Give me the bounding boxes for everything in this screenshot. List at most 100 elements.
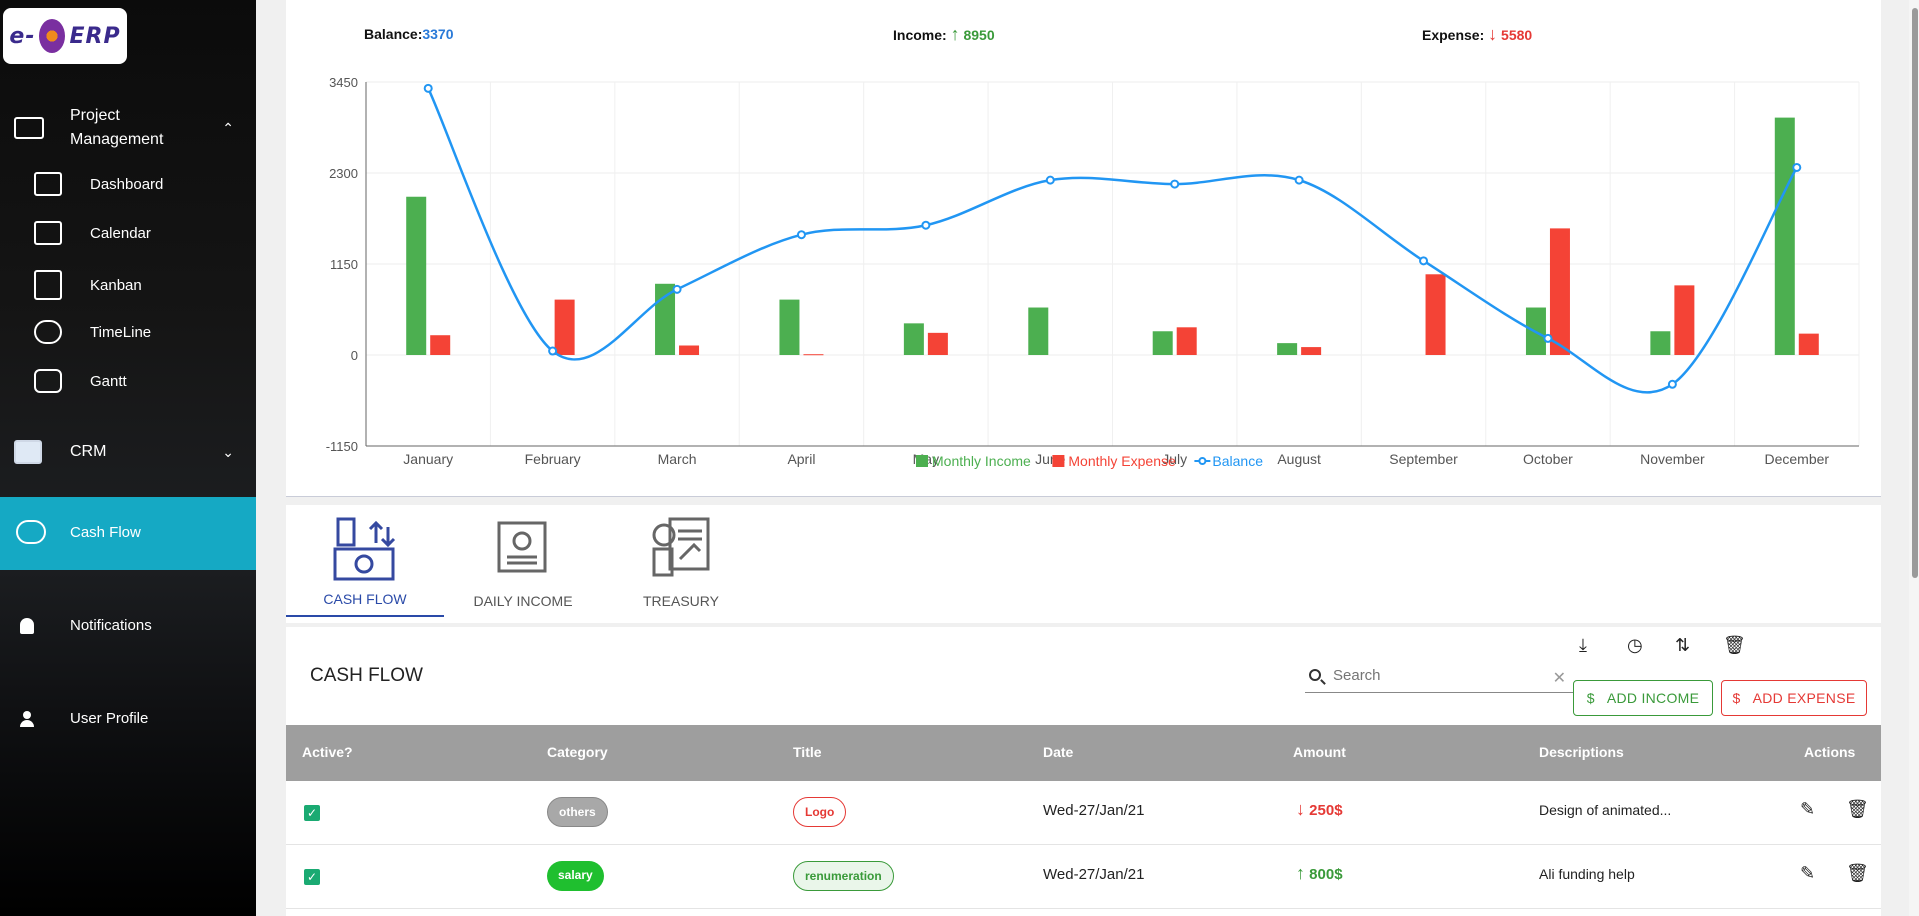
expense-bar [679, 345, 700, 355]
column-header[interactable]: Title [793, 744, 822, 760]
column-header[interactable]: Descriptions [1539, 744, 1624, 760]
gantt-icon [34, 369, 62, 393]
add-income-label: ADD INCOME [1606, 690, 1700, 706]
expense-bar [1674, 285, 1695, 355]
app-logo[interactable]: e- ERP [3, 8, 127, 64]
active-checkbox[interactable]: ✓ [304, 869, 320, 885]
active-checkbox[interactable]: ✓ [304, 805, 320, 821]
timeline-icon [34, 320, 62, 344]
logo-text-left: e- [9, 23, 36, 49]
table-title: CASH FLOW [310, 665, 423, 686]
delete-all-icon[interactable]: 🗑︎ [1723, 635, 1746, 655]
cash-flow-icon [16, 520, 46, 544]
history-icon[interactable]: ◷ [1627, 635, 1643, 655]
sidebar-item-dashboard[interactable]: Dashboard [34, 172, 163, 196]
sidebar-item-kanban[interactable]: Kanban [34, 270, 142, 300]
daily-income-icon [497, 521, 547, 573]
cash-flow-table-card: CASH FLOW ⤓ ◷ ⇅ 🗑︎ ✕ $ ADD INCOME $ ADD … [286, 627, 1881, 916]
description-cell: Design of animated... [1539, 802, 1672, 818]
cash-flow-chart: 3450 2300 1150 0 -1150 January February March Ap… [326, 75, 1860, 469]
edit-icon[interactable]: ✎ [1800, 799, 1816, 819]
cash-flow-icon [333, 517, 396, 581]
arrow-down-icon: ↓ [1488, 24, 1498, 44]
expense-value: 5580 [1501, 27, 1533, 43]
legend-label: Monthly Income [932, 453, 1031, 469]
x-tick-label: March [658, 451, 697, 467]
sidebar-item-label: Cash Flow [70, 523, 141, 541]
x-tick-label: January [403, 451, 453, 467]
sidebar-group-label: Project Management [70, 107, 164, 148]
expense-summary: Expense: ↓ 5580 [1422, 24, 1532, 45]
sidebar-item-user-profile[interactable]: User Profile [20, 710, 148, 727]
search-icon [1309, 669, 1321, 681]
description-cell: Ali funding help [1539, 866, 1635, 882]
tab-label: CASH FLOW [323, 591, 407, 607]
column-header[interactable]: Date [1043, 744, 1074, 760]
sidebar-item-label: Dashboard [90, 175, 164, 193]
y-tick-label: 3450 [329, 75, 358, 90]
balance-point [1045, 175, 1055, 185]
expense-bar [927, 332, 948, 355]
income-bar [406, 196, 427, 355]
legend-swatch [1198, 457, 1207, 465]
tab-cash-flow[interactable]: CASH FLOW [286, 505, 444, 617]
amount-cell: ↓ 250$ [1296, 799, 1343, 820]
sidebar-item-gantt[interactable]: Gantt [34, 369, 127, 393]
clear-search-icon[interactable]: ✕ [1552, 670, 1566, 687]
search-input[interactable] [1333, 667, 1533, 684]
chevron-down-icon[interactable]: ⌄ [222, 443, 234, 460]
bell-icon [20, 617, 34, 634]
column-header[interactable]: Category [547, 744, 608, 760]
delete-icon[interactable]: 🗑︎ [1846, 799, 1869, 819]
kanban-icon [34, 270, 62, 300]
tab-treasury[interactable]: TREASURY [602, 505, 760, 617]
sidebar-item-cash-flow[interactable]: Cash Flow [16, 520, 141, 544]
download-icon[interactable]: ⤓ [1579, 635, 1587, 655]
sidebar-group-crm[interactable]: CRM ⌄ [14, 440, 256, 464]
title-chip: Logo [793, 797, 847, 827]
tabs-card: CASH FLOW DAILY INCOME TREASURY [286, 505, 1881, 623]
tab-label: TREASURY [643, 593, 719, 609]
chart-card: Balance:3370 Income: ↑ 8950 Expense: ↓ 5… [286, 0, 1881, 497]
scrollbar-thumb[interactable] [1912, 8, 1918, 578]
balance-point [1667, 379, 1677, 389]
income-summary: Income: ↑ 8950 [893, 24, 995, 45]
sidebar-item-calendar[interactable]: Calendar [34, 221, 151, 245]
add-income-button[interactable]: $ ADD INCOME [1573, 680, 1713, 716]
income-bar [779, 299, 800, 355]
tab-label: DAILY INCOME [473, 593, 573, 609]
column-header[interactable]: Actions [1804, 744, 1856, 760]
income-value: 8950 [963, 27, 995, 43]
income-bar [903, 323, 924, 355]
column-header[interactable]: Active? [302, 744, 353, 760]
expense-bar [1798, 333, 1819, 355]
x-tick-label: July [1162, 451, 1187, 467]
y-tick-label: -1150 [326, 439, 358, 454]
calendar-icon [34, 221, 62, 245]
income-bar [1774, 117, 1795, 355]
balance-point [921, 220, 931, 230]
sidebar-group-project-management[interactable]: Project Management ⌃ [14, 104, 256, 152]
table-row: ✓ others Logo Wed-27/Jan/21 ↓ 250$ Desig… [286, 781, 1881, 845]
delete-icon[interactable]: 🗑︎ [1846, 863, 1869, 883]
category-chip: others [547, 797, 608, 827]
sidebar-item-label: Gantt [90, 372, 127, 390]
logo-mark-icon [39, 19, 66, 53]
chevron-up-icon[interactable]: ⌃ [222, 119, 234, 136]
add-expense-label: ADD EXPENSE [1752, 690, 1856, 706]
sidebar-item-timeline[interactable]: TimeLine [34, 320, 151, 344]
income-bar [1277, 343, 1298, 355]
balance-point [1419, 256, 1429, 266]
edit-icon[interactable]: ✎ [1800, 863, 1816, 883]
add-expense-button[interactable]: $ ADD EXPENSE [1721, 680, 1867, 716]
arrow-down-icon: ↓ [1296, 799, 1305, 819]
sidebar-item-label: Notifications [70, 617, 152, 634]
tab-daily-income[interactable]: DAILY INCOME [444, 505, 602, 617]
balance-point [796, 230, 806, 240]
sort-icon[interactable]: ⇅ [1675, 635, 1691, 655]
balance-line [427, 87, 1798, 394]
sidebar-item-notifications[interactable]: Notifications [20, 617, 152, 634]
legend-label: Balance [1212, 453, 1263, 469]
column-header[interactable]: Amount [1293, 744, 1346, 760]
